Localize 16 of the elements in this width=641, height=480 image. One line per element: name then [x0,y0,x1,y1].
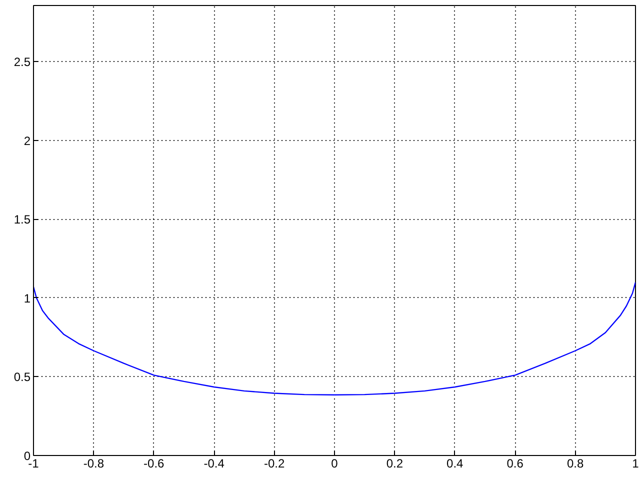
x-tick-label: -0.8 [83,456,104,470]
x-tick-label: 0.2 [386,456,404,470]
x-tick-label: -0.4 [204,456,225,470]
y-tick-label: 1 [24,291,31,306]
y-tick-label: 2 [24,134,31,148]
y-tick-label: 0.5 [14,370,31,384]
x-tick-label: 0.6 [506,456,524,470]
x-tick-label: 0.8 [566,456,584,470]
y-tick-label: 2.5 [14,55,31,70]
x-tick-label: 0 [331,456,338,470]
y-tick-label: 1.5 [14,212,31,227]
line-series [34,282,636,396]
x-tick-label: -0.6 [144,456,165,470]
x-tick-label: 1 [632,456,640,470]
x-tick-label: -0.2 [264,456,285,470]
x-tick-label: 0.4 [446,456,464,470]
